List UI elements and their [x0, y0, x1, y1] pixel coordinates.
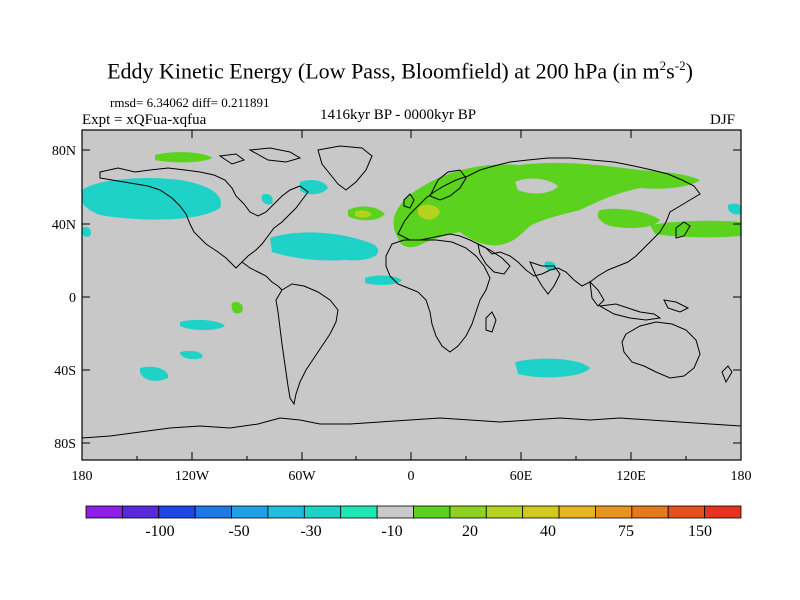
colorbar-label: 40: [540, 523, 556, 540]
rmsd-label: rmsd= 6.34062 diff= 0.211891: [110, 95, 270, 110]
lat-tick-label: 40S: [54, 364, 76, 379]
colorbar-swatch: [85, 505, 123, 519]
colorbar-label: -100: [145, 523, 174, 540]
experiment-label: Expt = xQFua-xqfua: [82, 112, 207, 128]
lon-tick-label: 60W: [288, 469, 316, 484]
negative-anomaly-patches: [82, 174, 741, 381]
colorbar-label: -50: [228, 523, 249, 540]
lon-tick-label: 120E: [616, 469, 646, 484]
colorbar-swatch: [194, 505, 232, 519]
neutral-pocket: [515, 178, 558, 194]
lon-labels: 180 120W 60W 0 60E 120E 180: [72, 469, 752, 484]
lat-tick-label: 0: [69, 291, 76, 306]
lat-labels: 80N 40N 0 40S 80S: [52, 144, 76, 452]
colorbar-swatch: [303, 505, 342, 519]
lon-tick-label: 180: [72, 469, 93, 484]
colorbar-swatch: [631, 505, 669, 519]
positive-anomaly-patches: [155, 152, 741, 314]
lat-tick-label: 80S: [54, 437, 76, 452]
colorbar-swatch: [413, 505, 451, 519]
colorbar-swatch: [121, 505, 160, 519]
colorbar-label: -30: [300, 523, 321, 540]
colorbar-swatch: [376, 505, 414, 519]
colorbar-label: -10: [381, 523, 402, 540]
colorbar-swatch: [667, 505, 706, 519]
lon-tick-label: 180: [731, 469, 752, 484]
period-label: 1416kyr BP - 0000kyr BP: [320, 107, 477, 123]
lat-tick-label: 80N: [52, 144, 76, 159]
lon-tick-label: 0: [408, 469, 415, 484]
colorbar-label: 150: [688, 523, 712, 540]
colorbar-label: 75: [618, 523, 634, 540]
anomaly-fields: [82, 145, 741, 439]
colorbar-swatch: [158, 505, 196, 519]
strong-positive-patches: [355, 204, 440, 220]
plot-title: Eddy Kinetic Energy (Low Pass, Bloomfiel…: [107, 58, 693, 84]
colorbar: [85, 505, 742, 519]
colorbar-swatch: [485, 505, 524, 519]
colorbar-swatch: [704, 505, 742, 519]
lat-ticks: [82, 149, 741, 444]
colorbar-swatch: [595, 505, 633, 519]
colorbar-swatch: [340, 505, 378, 519]
lon-ticks: [81, 130, 742, 460]
coastlines: [82, 145, 741, 439]
season-label: DJF: [710, 112, 736, 128]
colorbar-labels: -100 -50 -30 -10 20 40 75 150: [145, 523, 712, 540]
colorbar-swatch: [267, 505, 305, 519]
colorbar-swatch: [558, 505, 596, 519]
colorbar-swatch: [449, 505, 487, 519]
colorbar-label: 20: [462, 523, 478, 540]
lat-tick-label: 40N: [52, 218, 76, 233]
colorbar-swatch: [522, 505, 560, 519]
lon-tick-label: 60E: [510, 469, 533, 484]
colorbar-swatch: [231, 505, 269, 519]
lon-tick-label: 120W: [175, 469, 210, 484]
